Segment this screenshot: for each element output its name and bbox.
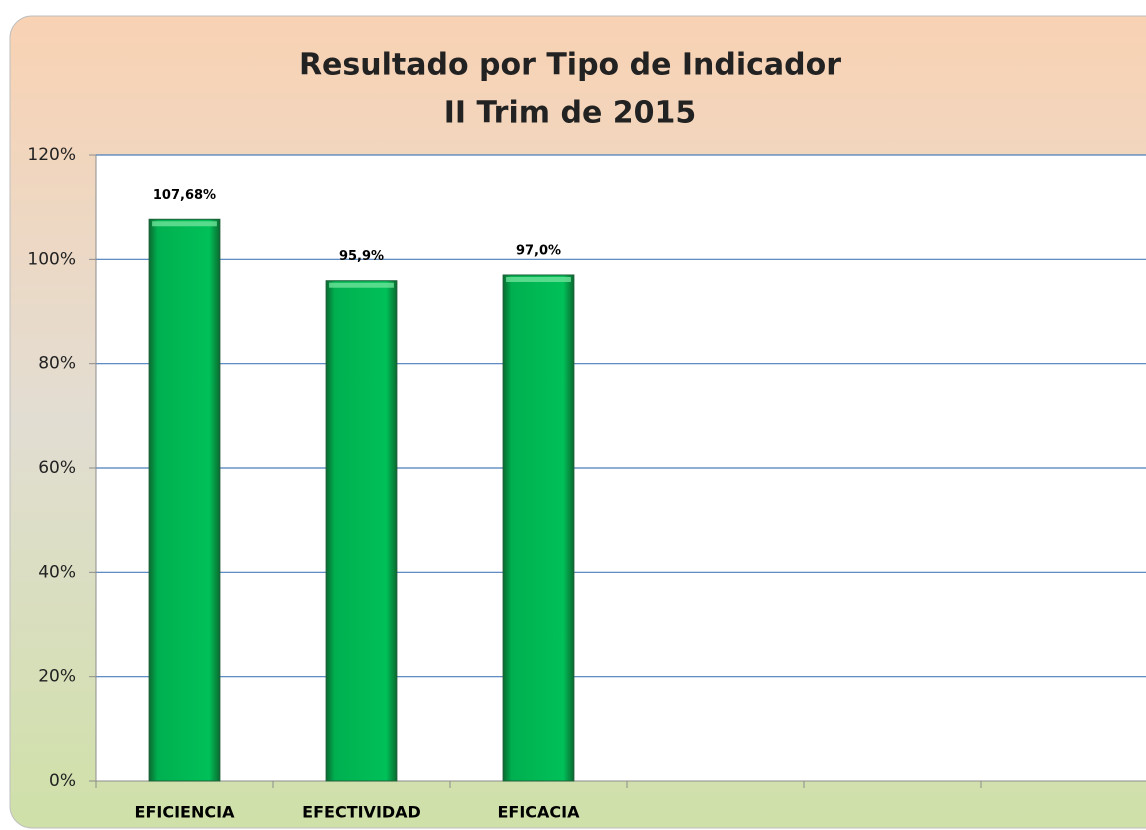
data-label: 95,9% <box>339 249 384 264</box>
bar <box>148 218 221 782</box>
x-tick-label: EFECTIVIDAD <box>302 803 421 822</box>
y-tick-label: 120% <box>27 145 76 165</box>
x-tick-label: EFICIENCIA <box>135 803 236 822</box>
y-tick-label: 100% <box>27 249 76 269</box>
y-tick-label: 40% <box>38 562 76 582</box>
chart-subtitle: II Trim de 2015 <box>444 96 696 131</box>
bar-top <box>506 276 571 282</box>
y-tick-label: 80% <box>38 354 76 374</box>
bar-top <box>152 221 217 227</box>
data-label: 97,0% <box>516 243 561 258</box>
chart-title: Resultado por Tipo de Indicador <box>299 48 841 83</box>
bar-top <box>329 282 394 288</box>
data-label: 107,68% <box>153 188 216 203</box>
x-tick-label: EFICACIA <box>497 803 580 822</box>
bar <box>502 274 575 782</box>
y-tick-label: 0% <box>49 771 76 791</box>
y-tick-label: 20% <box>38 667 76 687</box>
bar <box>325 280 398 782</box>
y-tick-label: 60% <box>38 458 76 478</box>
